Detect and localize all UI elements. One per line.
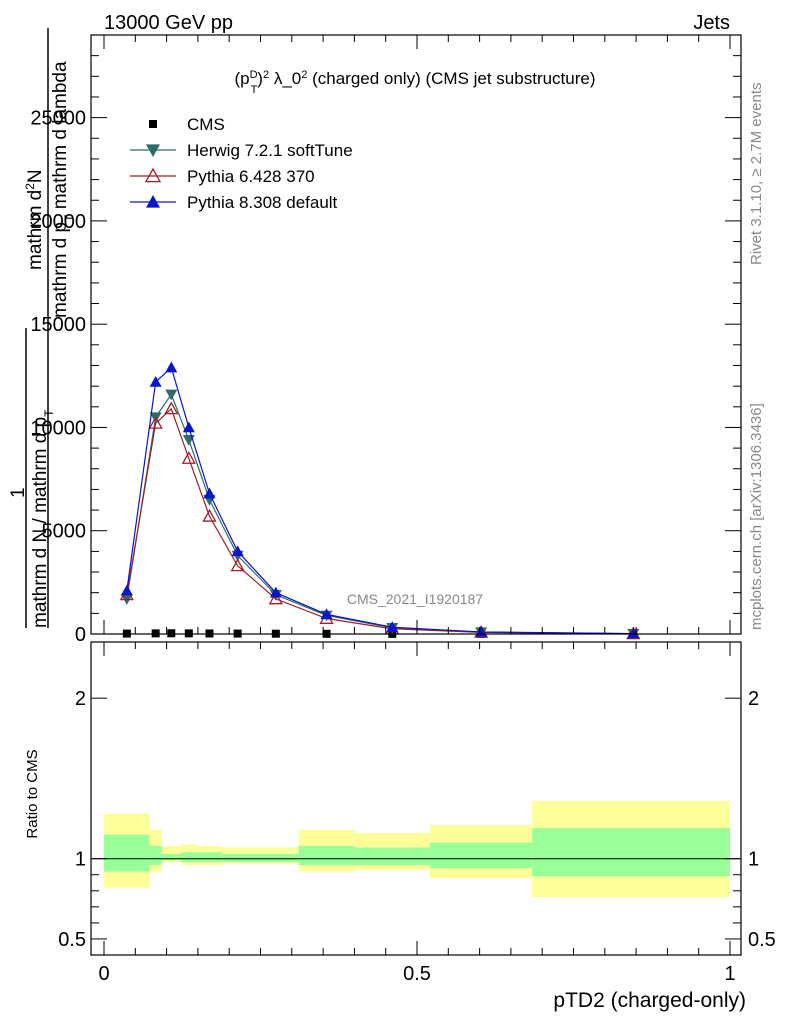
legend-label: Herwig 7.2.1 softTune (187, 141, 353, 160)
ratio-ytick-label-left: 1 (75, 849, 86, 871)
main-ytick-label: 15000 (30, 314, 86, 336)
legend-label: Pythia 8.308 default (187, 193, 338, 212)
data-point-2 (202, 508, 217, 522)
main-ytick-label: 25000 (30, 108, 86, 130)
ratio-inner-band-bin (149, 845, 162, 866)
legend-marker (149, 120, 157, 128)
header-left: 13000 GeV pp (104, 12, 233, 34)
y-axis-label-ratio: Ratio to CMS (24, 749, 41, 838)
y-axis-label-main: mathrm d2N mathrm d pT mathrm d lambda 1… (8, 28, 76, 628)
title-tail: (charged only) (CMS jet substructure) (307, 69, 595, 88)
ratio-xtick-label: 1 (724, 963, 735, 985)
ratio-inner-band-bin (298, 845, 355, 866)
data-point-3 (386, 621, 399, 632)
ratio-inner-band-bin (532, 828, 730, 877)
title-sub-t: T (251, 84, 258, 96)
side-label-mcplots: mcplots.cern.ch [arXiv:1306.3436] (748, 403, 765, 630)
data-point-1 (165, 389, 178, 401)
title-main: (p (234, 69, 249, 88)
ratio-inner-band-bin (354, 847, 431, 866)
title-sup-d: D (250, 69, 258, 81)
legend-marker (144, 167, 162, 183)
ratio-inner-band-bin (104, 834, 150, 872)
ylabel-line4: mathrm d N / mathrm d pT (30, 409, 56, 628)
ratio-inner-band-bin (222, 853, 253, 862)
title-sup2: 2 (263, 69, 269, 81)
ratio-ytick-label-right: 0.5 (748, 929, 776, 951)
title-sup3: 2 (301, 69, 307, 81)
data-point-3 (231, 545, 244, 557)
ratio-inner-band-bin (161, 853, 181, 861)
data-point-2 (268, 591, 283, 605)
side-label-rivet: Rivet 3.1.10, ≥ 2.7M events (748, 83, 765, 266)
ratio-ytick-label-left: 2 (75, 688, 86, 710)
header-right: Jets (693, 12, 730, 34)
ratio-ytick-label-right: 2 (748, 688, 759, 710)
ratio-panel (91, 800, 741, 898)
data-point-3 (149, 376, 162, 387)
data-point-3 (269, 586, 282, 598)
x-axis-label: pTD2 (charged-only) (553, 989, 746, 1012)
main-ytick-label: 0 (75, 624, 86, 646)
legend-marker (146, 195, 160, 208)
data-point-0 (184, 629, 193, 638)
ratio-xtick-label: 0 (98, 963, 109, 985)
main-ytick-label: 5000 (42, 521, 87, 543)
data-point-3 (627, 627, 640, 639)
data-point-2 (148, 415, 163, 429)
ratio-inner-band-bin (196, 852, 223, 862)
ratio-ytick-label-right: 1 (748, 849, 759, 871)
data-point-3 (165, 361, 178, 373)
panel-frames: 0 5000 10000 15000 20000 25000 0 0.5 1 0.5 0.5 1 1 2 2 (30, 34, 776, 985)
title-lam: λ_0 (269, 69, 301, 88)
legend-label: Pythia 6.428 370 (187, 167, 315, 186)
ylabel-line3: 1 (8, 487, 29, 498)
data-point-3 (120, 584, 133, 596)
watermark: CMS_2021_I1920187 (347, 591, 483, 607)
ratio-inner-band-bin (430, 842, 533, 869)
data-point-3 (320, 608, 333, 620)
data-point-0 (167, 629, 176, 638)
ratio-inner-band-bin (252, 853, 299, 862)
ratio-inner-band-bin (180, 852, 197, 862)
title-rest: ) (257, 69, 263, 88)
data-point-0 (151, 629, 160, 638)
ylabel-line1: mathrm d2N (23, 169, 46, 270)
data-point-2 (181, 451, 196, 464)
ratio-frame (90, 641, 742, 956)
ratio-ytick-label-left: 0.5 (58, 929, 86, 951)
main-frame (90, 34, 742, 635)
main-ytick-label: 10000 (30, 417, 86, 439)
data-point-3 (203, 487, 216, 499)
legend: CMS Herwig 7.2.1 softTune Pythia 6.428 370… (130, 115, 353, 212)
main-ytick-label: 20000 (30, 211, 86, 233)
ylabel-line2: mathrm d pT mathrm d lambda (50, 61, 76, 318)
ratio-xtick-label: 0.5 (403, 963, 431, 985)
plot-title: (pD T)2 λ_02 (charged only) (CMS jet subs… (234, 69, 595, 96)
data-point-3 (182, 421, 195, 433)
data-point-2 (230, 558, 245, 572)
legend-marker (146, 144, 160, 157)
data-point-2 (164, 401, 179, 415)
legend-label: CMS (187, 115, 225, 134)
